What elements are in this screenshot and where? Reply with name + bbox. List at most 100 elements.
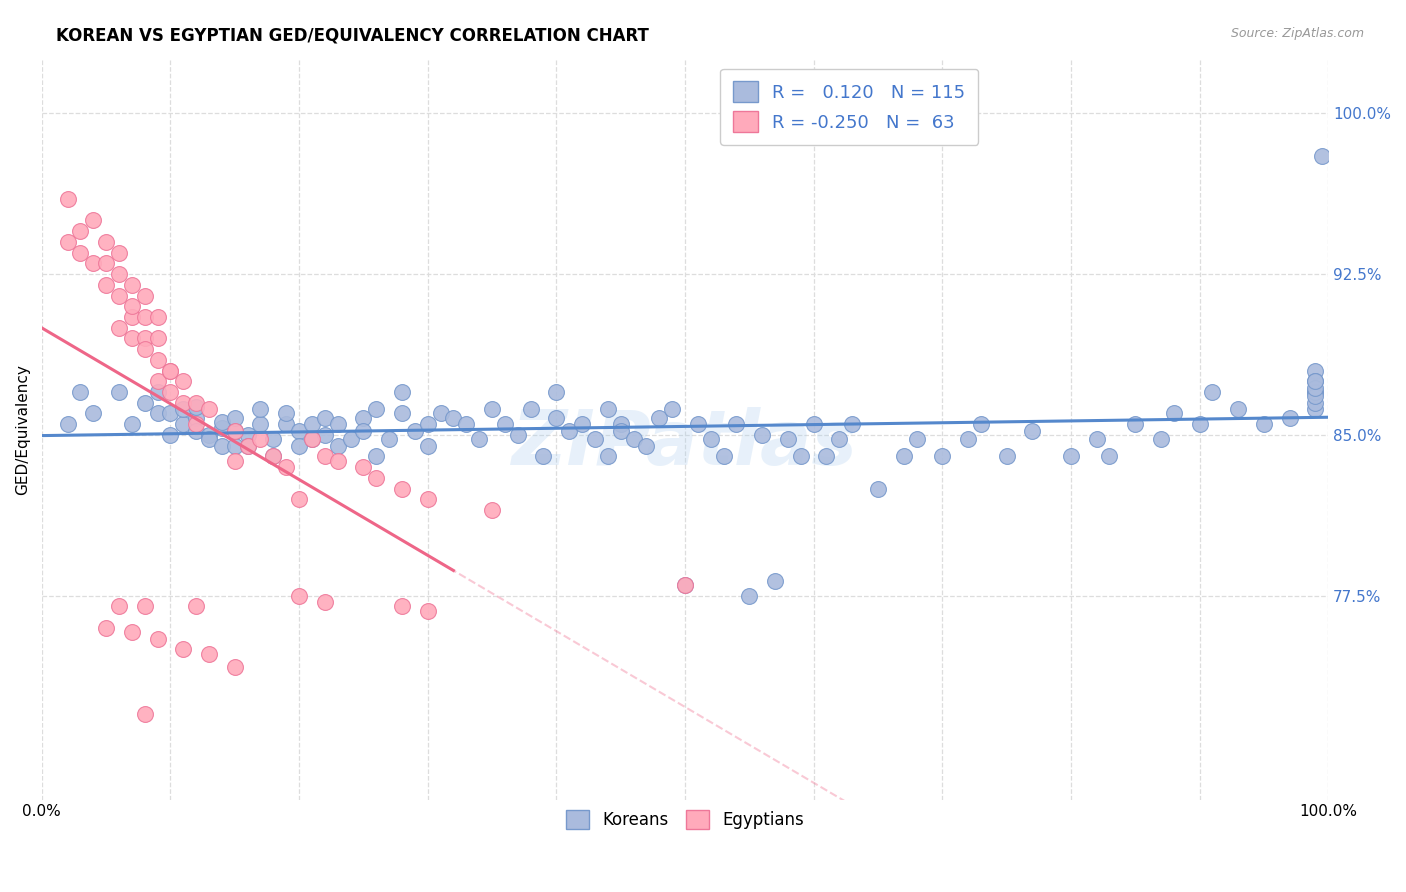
Text: Source: ZipAtlas.com: Source: ZipAtlas.com [1230, 27, 1364, 40]
Point [146, 310, 169, 324]
Point [506, 428, 529, 442]
Point [69, 245, 91, 260]
Point [134, 288, 156, 302]
Point [108, 599, 131, 614]
Point [314, 595, 336, 609]
Point [224, 424, 246, 438]
Point [159, 407, 181, 421]
Point [1310, 149, 1333, 163]
Point [481, 402, 503, 417]
Point [121, 417, 143, 432]
Point [571, 417, 593, 432]
Point [121, 331, 143, 345]
Point [416, 439, 439, 453]
Point [172, 642, 194, 657]
Point [546, 384, 568, 399]
Point [172, 374, 194, 388]
Point [159, 428, 181, 442]
Point [211, 439, 233, 453]
Point [803, 417, 825, 432]
Point [326, 453, 349, 467]
Point [738, 589, 761, 603]
Point [159, 384, 181, 399]
Point [249, 432, 271, 446]
Point [366, 402, 388, 417]
Point [159, 363, 181, 377]
Point [956, 432, 979, 446]
Point [391, 407, 413, 421]
Point [56, 235, 79, 249]
Point [519, 402, 541, 417]
Point [970, 417, 993, 432]
Point [558, 424, 581, 438]
Point [673, 578, 696, 592]
Y-axis label: GED/Equivalency: GED/Equivalency [15, 364, 30, 495]
Point [146, 384, 169, 399]
Point [121, 625, 143, 640]
Point [763, 574, 786, 588]
Point [224, 453, 246, 467]
Point [276, 407, 298, 421]
Point [172, 402, 194, 417]
Point [481, 503, 503, 517]
Point [1303, 384, 1326, 399]
Point [236, 439, 259, 453]
Point [82, 213, 104, 227]
Point [1085, 432, 1108, 446]
Point [121, 299, 143, 313]
Point [314, 450, 336, 464]
Point [1098, 450, 1121, 464]
Point [661, 402, 683, 417]
Point [276, 417, 298, 432]
Point [494, 417, 516, 432]
Point [404, 424, 426, 438]
Point [1123, 417, 1146, 432]
Point [416, 417, 439, 432]
Point [1188, 417, 1211, 432]
Point [146, 407, 169, 421]
Point [391, 384, 413, 399]
Point [94, 256, 117, 270]
Point [186, 599, 208, 614]
Point [108, 245, 131, 260]
Point [441, 410, 464, 425]
Point [352, 410, 374, 425]
Point [1021, 424, 1043, 438]
Point [108, 267, 131, 281]
Point [198, 647, 221, 661]
Point [186, 424, 208, 438]
Text: ZIPatlas: ZIPatlas [512, 408, 858, 482]
Point [790, 450, 813, 464]
Point [262, 432, 284, 446]
Point [94, 235, 117, 249]
Point [815, 450, 838, 464]
Point [262, 450, 284, 464]
Point [866, 482, 889, 496]
Point [301, 432, 323, 446]
Point [288, 439, 311, 453]
Point [1060, 450, 1083, 464]
Point [288, 492, 311, 507]
Point [1253, 417, 1275, 432]
Point [1163, 407, 1185, 421]
Point [224, 439, 246, 453]
Point [82, 256, 104, 270]
Point [134, 331, 156, 345]
Point [134, 599, 156, 614]
Point [249, 402, 271, 417]
Point [211, 421, 233, 435]
Point [198, 402, 221, 417]
Point [326, 439, 349, 453]
Point [108, 384, 131, 399]
Point [1278, 410, 1301, 425]
Point [841, 417, 863, 432]
Point [224, 659, 246, 673]
Point [186, 396, 208, 410]
Point [623, 432, 645, 446]
Point [186, 400, 208, 414]
Point [186, 417, 208, 432]
Point [686, 417, 709, 432]
Point [1303, 363, 1326, 377]
Point [146, 331, 169, 345]
Point [198, 432, 221, 446]
